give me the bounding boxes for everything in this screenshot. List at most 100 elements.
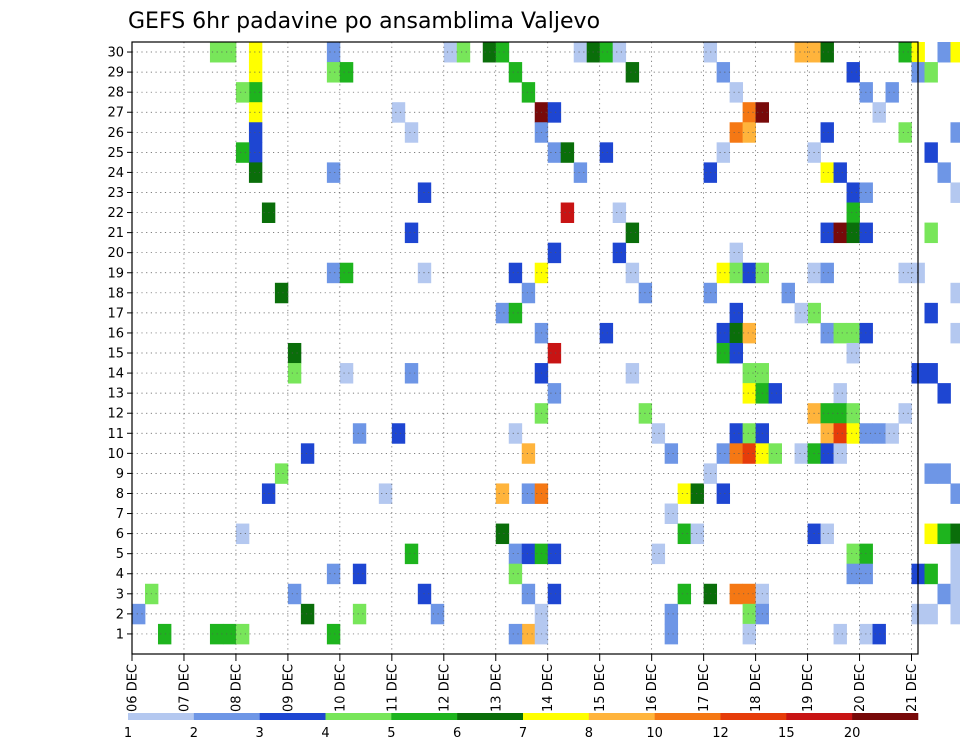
heatmap-cell: [872, 423, 886, 444]
heatmap-cell: [625, 222, 640, 244]
heatmap-cell: [547, 342, 562, 364]
heatmap-cell: [820, 443, 834, 464]
heatmap-cell: [898, 42, 912, 63]
heatmap-cell: [742, 122, 756, 143]
heatmap-cell: [248, 42, 263, 63]
heatmap-cell: [547, 543, 562, 565]
colorbar-legend: 1 2 3 4 5 6 7 8 10 12 15 20: [124, 713, 919, 741]
heatmap-cell: [677, 483, 692, 504]
heatmap-cell: [248, 102, 263, 123]
heatmap-cell: [547, 102, 562, 123]
heatmap-cell: [833, 383, 847, 404]
heatmap-cell: [664, 503, 679, 524]
x-tick-label: 14 DEC: [541, 664, 556, 712]
colorbar-label: 7: [519, 726, 527, 741]
y-tick-label: 5: [116, 547, 124, 562]
colorbar-label: 15: [778, 726, 795, 741]
x-tick-label: 10 DEC: [333, 664, 348, 712]
heatmap-cell: [716, 142, 731, 163]
heatmap-cell: [339, 262, 354, 284]
heatmap-cell: [729, 322, 744, 344]
heatmap-cell: [495, 42, 510, 63]
heatmap-cell: [651, 543, 666, 565]
heatmap-cell: [794, 42, 808, 63]
heatmap-cell: [443, 42, 458, 63]
heatmap-cell: [248, 162, 263, 183]
heatmap-cell: [157, 623, 172, 645]
colorbar-swatch: [786, 713, 853, 720]
heatmap-cell: [950, 42, 960, 63]
colorbar-swatch: [259, 713, 326, 720]
colorbar-label: 1: [124, 726, 132, 741]
x-tick-label: 09 DEC: [281, 664, 296, 712]
heatmap-cell: [404, 363, 419, 384]
heatmap-cell: [924, 142, 938, 163]
heatmap-cell: [820, 162, 834, 183]
heatmap-cell: [326, 162, 341, 183]
y-tick-label: 28: [107, 86, 124, 101]
heatmap-cell: [833, 162, 847, 183]
x-tick-label: 15 DEC: [593, 664, 608, 712]
y-tick-label: 10: [107, 447, 124, 462]
heatmap-cell: [690, 483, 705, 504]
heatmap-cell: [235, 523, 250, 545]
y-tick-label: 19: [107, 266, 124, 281]
heatmap-cell: [820, 262, 834, 284]
heatmap-cell: [248, 82, 263, 103]
heatmap-cell: [937, 583, 951, 605]
heatmap-cell: [820, 222, 834, 244]
y-axis: 1234567891011121314151617181920212223242…: [107, 46, 132, 642]
heatmap-cell: [742, 623, 756, 645]
heatmap-cell: [846, 182, 860, 203]
heatmap-cell: [547, 242, 562, 264]
heatmap-cell: [404, 122, 419, 143]
y-tick-label: 9: [116, 467, 124, 482]
heatmap-cell: [274, 463, 289, 484]
heatmap-cell: [378, 483, 393, 504]
heatmap-cell: [781, 282, 795, 304]
heatmap-cell: [326, 563, 341, 585]
heatmap-cell: [833, 222, 847, 244]
heatmap-cell: [222, 623, 237, 645]
heatmap-cell: [729, 443, 744, 464]
heatmap-cell: [924, 62, 938, 83]
y-tick-label: 14: [107, 367, 124, 382]
heatmap-cell: [132, 603, 146, 625]
heatmap-cell: [508, 563, 523, 585]
heatmap-cell: [521, 543, 536, 565]
y-tick-label: 1: [116, 627, 124, 642]
heatmap-cell: [612, 242, 627, 264]
heatmap-cell: [716, 62, 731, 83]
heatmap-cell: [625, 62, 640, 83]
heatmap-cell: [742, 423, 756, 444]
x-tick-label: 19 DEC: [801, 664, 816, 712]
heatmap-cell: [950, 543, 960, 565]
heatmap-cell: [846, 62, 860, 83]
colorbar-swatch: [720, 713, 787, 720]
colorbar-label: 3: [256, 726, 264, 741]
heatmap-cell: [729, 423, 744, 444]
heatmap-cell: [521, 483, 536, 504]
y-tick-label: 27: [107, 106, 124, 121]
colorbar-swatch: [588, 713, 655, 720]
heatmap-cell: [521, 583, 536, 605]
heatmap-cell: [508, 262, 523, 284]
heatmap-cell: [664, 623, 679, 645]
heatmap-cell: [560, 142, 575, 163]
heatmap-cell: [833, 423, 847, 444]
heatmap-cell: [924, 463, 938, 484]
heatmap-cell: [508, 302, 523, 324]
heatmap-cell: [716, 443, 731, 464]
heatmap-cell: [924, 523, 938, 545]
heatmap-cell: [456, 42, 471, 63]
heatmap-cell: [352, 423, 367, 444]
y-tick-label: 25: [107, 146, 124, 161]
x-tick-label: 18 DEC: [749, 664, 764, 712]
heatmap-cell: [924, 363, 938, 384]
x-tick-label: 16 DEC: [645, 664, 660, 712]
plot-area: [131, 41, 960, 655]
heatmap-cell: [937, 383, 951, 404]
heatmap-cell: [742, 322, 756, 344]
y-tick-label: 30: [107, 46, 124, 61]
